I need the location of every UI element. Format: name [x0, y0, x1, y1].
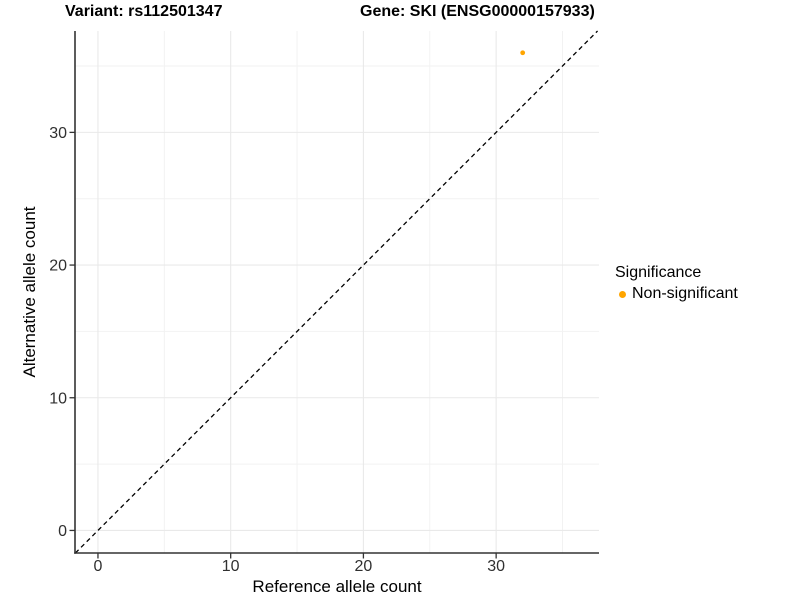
plot-title-variant: Variant: rs112501347: [65, 3, 223, 20]
svg-text:30: 30: [49, 125, 67, 142]
svg-text:10: 10: [49, 390, 67, 407]
svg-text:0: 0: [94, 558, 103, 575]
legend: Significance Non-significant: [615, 264, 738, 303]
svg-text:0: 0: [58, 523, 67, 540]
y-axis-title: Alternative allele count: [20, 206, 39, 378]
point-swatch-icon: [619, 290, 626, 298]
legend-item-label: Non-significant: [632, 285, 738, 302]
x-axis-title: Reference allele count: [252, 577, 422, 596]
svg-text:30: 30: [487, 558, 505, 575]
plot-title-gene: Gene: SKI (ENSG00000157933): [360, 3, 595, 20]
legend-title: Significance: [615, 264, 702, 281]
svg-text:20: 20: [49, 258, 67, 275]
legend-item-non-significant: Non-significant: [615, 285, 738, 303]
svg-text:10: 10: [222, 558, 240, 575]
svg-text:20: 20: [355, 558, 373, 575]
